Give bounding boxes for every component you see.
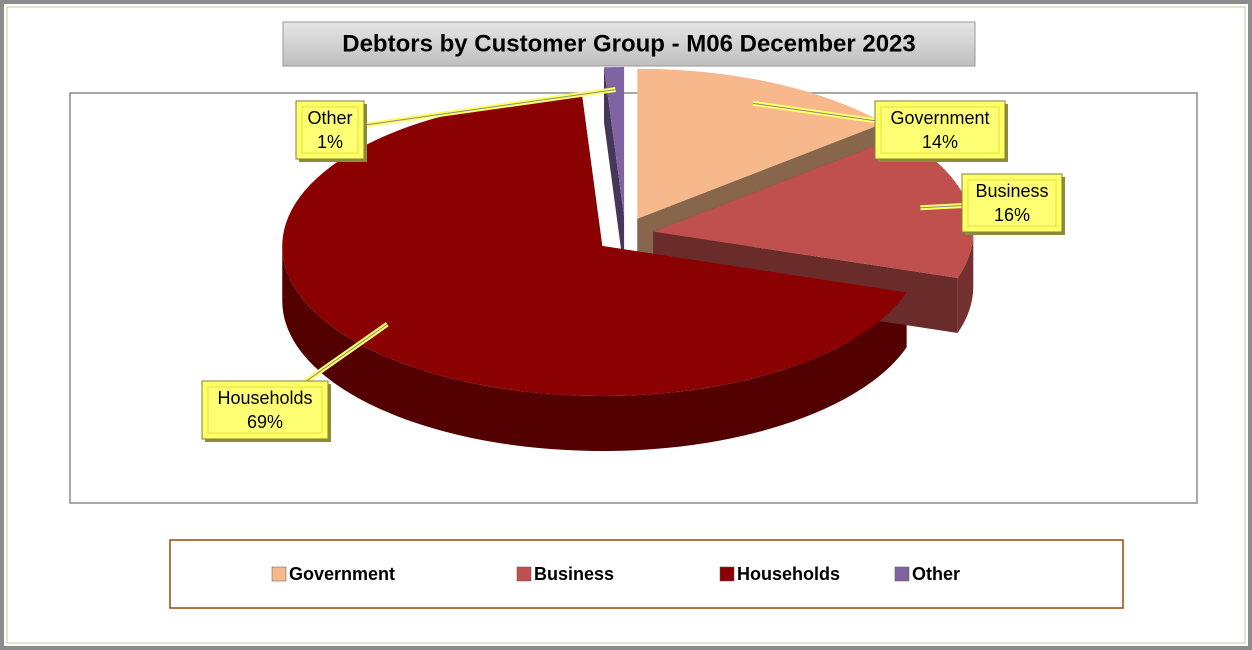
chart-title: Debtors by Customer Group - M06 December…	[342, 30, 916, 57]
slice	[604, 67, 625, 218]
legend-box	[169, 539, 1124, 609]
slice-side	[957, 231, 974, 333]
data-label-value: 16%	[994, 205, 1030, 225]
label-box-inner	[880, 106, 1000, 154]
title-box	[282, 21, 976, 67]
slice-side	[282, 246, 907, 452]
leader-line	[329, 89, 616, 131]
legend-swatch	[516, 566, 532, 582]
data-label-value: 14%	[922, 132, 958, 152]
slice	[653, 136, 974, 278]
legend-swatch	[271, 566, 287, 582]
data-label-name: Households	[217, 388, 312, 408]
legend-swatch	[894, 566, 910, 582]
data-label-value: 69%	[247, 412, 283, 432]
slice-side	[604, 67, 625, 273]
slice	[282, 96, 907, 397]
data-label-name: Other	[307, 108, 352, 128]
legend-label: Other	[912, 564, 960, 584]
data-label-name: Business	[975, 181, 1048, 201]
legend-label: Households	[737, 564, 840, 584]
label-box-inner	[301, 106, 359, 154]
label-box-inner	[207, 386, 323, 434]
label-box-inner	[967, 179, 1057, 227]
slice	[637, 68, 884, 219]
frame-inner	[6, 6, 1246, 644]
legend-label: Business	[534, 564, 614, 584]
legend-label: Government	[289, 564, 395, 584]
legend-swatch	[719, 566, 735, 582]
data-label-name: Government	[890, 108, 989, 128]
data-label-value: 1%	[317, 132, 343, 152]
